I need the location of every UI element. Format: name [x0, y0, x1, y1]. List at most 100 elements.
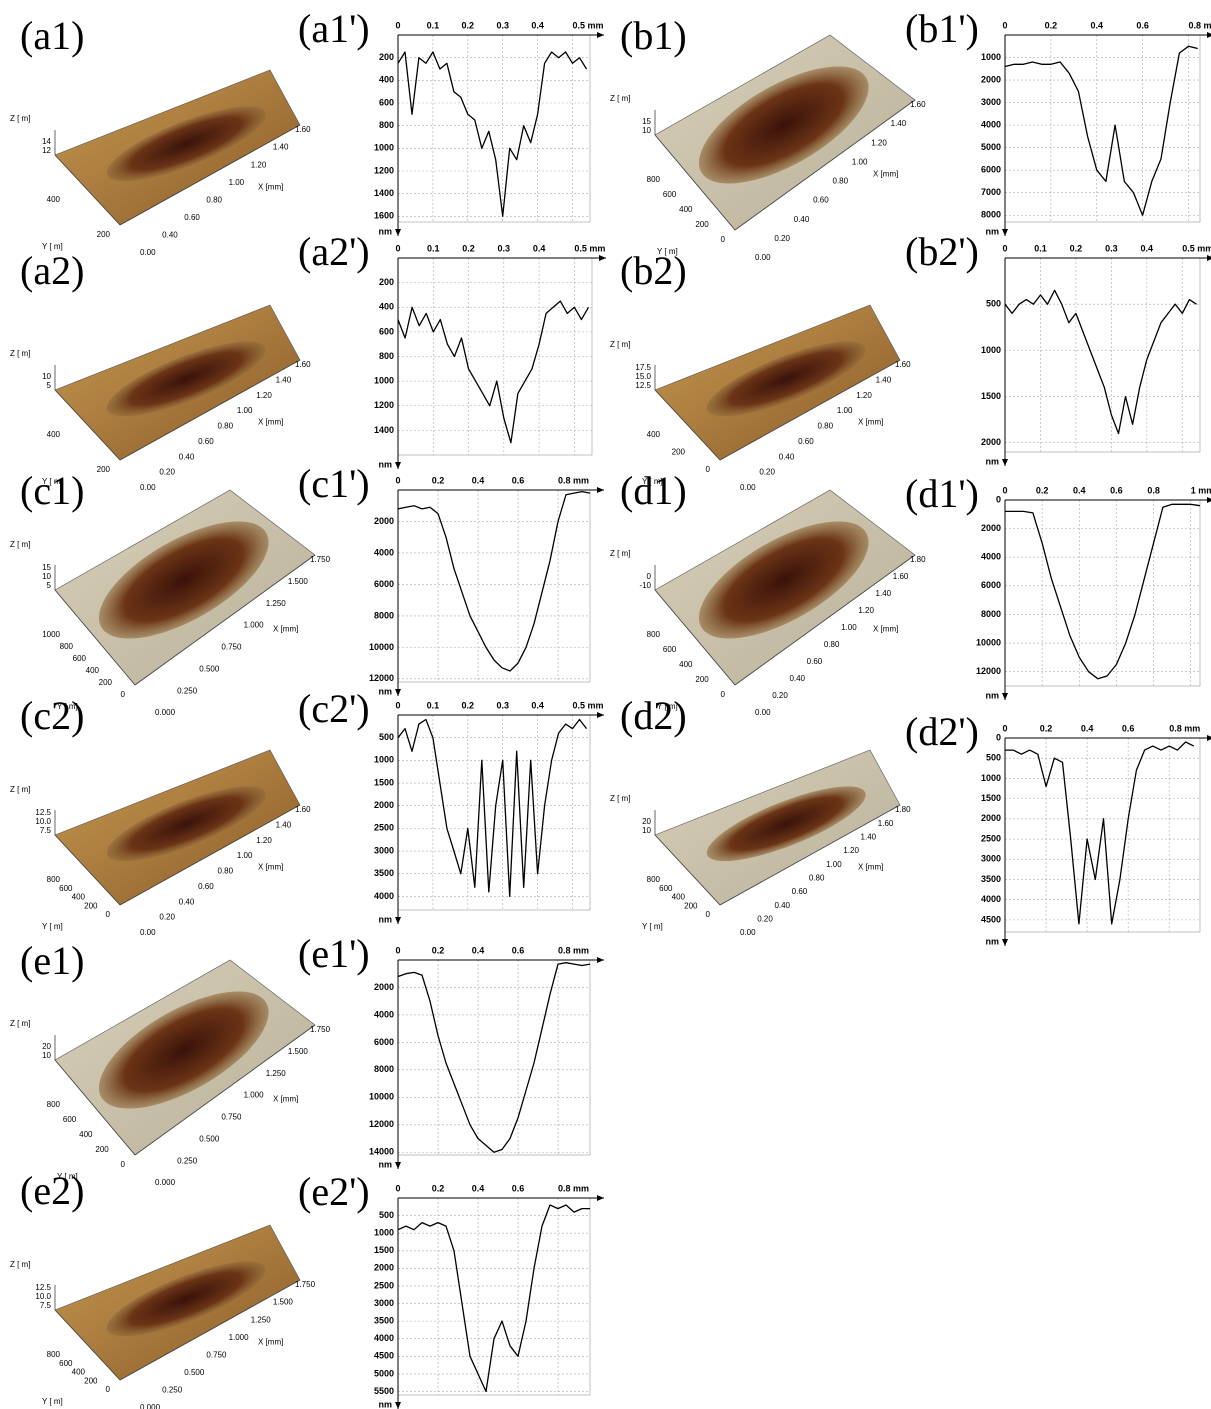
y-tick-label: 1000	[374, 755, 394, 765]
surface-x-tick: 1.40	[273, 143, 289, 152]
surface-x-tick: 0.80	[818, 422, 834, 431]
x-tick-label: 0	[395, 700, 400, 710]
surface-x-tick: 1.40	[276, 375, 292, 384]
y-tick-label: 2500	[374, 823, 394, 833]
x-tick-label: 1 mm	[1191, 485, 1211, 495]
panel-label: (b2')	[905, 229, 979, 274]
surface-z-tick: 7.5	[40, 1301, 52, 1310]
surface-x-tick: 0.60	[813, 196, 829, 205]
x-tick-label: 0	[395, 475, 400, 485]
x-tick-label: 0.2	[462, 20, 475, 30]
plot-frame	[1004, 499, 1201, 687]
surface-x-tick: 1.60	[295, 360, 311, 369]
surface-y-tick: 600	[73, 654, 87, 663]
panel-label: (c1')	[298, 461, 370, 506]
x-tick-label: 0.3	[496, 20, 509, 30]
y-tick-label: 7000	[981, 187, 1001, 197]
surface-x-tick: 1.20	[256, 836, 272, 845]
x-tick-label: 0.3	[498, 243, 511, 253]
y-tick-label: 200	[379, 277, 394, 287]
y-tick-label: 400	[379, 302, 394, 312]
y-tick-label: 6000	[374, 1037, 394, 1047]
x-tick-label: 0.2	[462, 243, 475, 253]
x-tick-label: 0.6	[1136, 20, 1149, 30]
surface-x-tick: 1.00	[237, 406, 253, 415]
x-axis-arrow	[1207, 255, 1211, 261]
surface-z-tick: 12.5	[35, 808, 51, 817]
y-unit-label: nm	[379, 914, 393, 924]
surface-x-label: X [mm]	[858, 862, 883, 871]
y-tick-label: 3000	[981, 854, 1001, 864]
y-tick-label: 6000	[981, 165, 1001, 175]
x-tick-label: 0.8 mm	[558, 945, 589, 955]
wear-scar	[98, 521, 269, 639]
y-tick-label: 8000	[981, 609, 1001, 619]
surface-y-tick: 200	[99, 678, 113, 687]
y-tick-label: 8000	[374, 610, 394, 620]
axis-edge	[54, 154, 121, 226]
y-tick-label: 4000	[981, 894, 1001, 904]
x-tick-label: 0.4	[472, 475, 485, 485]
surface-x-tick: 1.000	[229, 1333, 250, 1342]
x-tick-label: 0	[395, 1183, 400, 1193]
y-axis-arrow	[1002, 459, 1008, 466]
axis-edge	[654, 389, 721, 461]
surface-x-tick: 0.000	[155, 708, 176, 717]
y-tick-label: 4000	[981, 552, 1001, 562]
surface-x-label: X [mm]	[258, 862, 283, 871]
surface-x-tick: 0.60	[198, 882, 214, 891]
x-tick-label: 0.2	[432, 945, 445, 955]
x-tick-label: 0.2	[432, 1183, 445, 1193]
y-tick-label: 600	[379, 97, 394, 107]
x-tick-label: 0.6	[512, 945, 525, 955]
x-tick-label: 0.8 mm	[558, 475, 589, 485]
surface-y-tick: 600	[59, 884, 73, 893]
surface-x-tick: 1.00	[826, 860, 842, 869]
surface-y-tick: 400	[47, 430, 61, 439]
surface-x-tick: 0.750	[221, 643, 242, 652]
y-unit-label: nm	[379, 686, 393, 696]
y-axis-arrow	[1002, 229, 1008, 236]
x-tick-label: 0.8	[1147, 485, 1160, 495]
surface-x-tick: 0.500	[184, 1368, 205, 1377]
surface-x-label: X [mm]	[873, 624, 898, 633]
surface-z-tick: 5	[47, 581, 52, 590]
y-tick-label: 3000	[981, 97, 1001, 107]
y-axis-arrow	[395, 689, 401, 696]
surface-x-tick: 1.750	[310, 555, 331, 564]
surface-x-tick: 0.80	[833, 177, 849, 186]
plot-frame	[1004, 257, 1201, 453]
surface-z-tick: 5	[47, 381, 52, 390]
surface-x-tick: 0.750	[206, 1350, 227, 1359]
axis-edge	[654, 834, 721, 906]
x-axis-arrow	[597, 32, 604, 38]
surface-x-tick: 0.000	[140, 1403, 161, 1409]
y-unit-label: nm	[986, 936, 1000, 946]
profile-line	[1004, 45, 1198, 216]
y-tick-label: 2000	[374, 516, 394, 526]
surface-y-tick: 400	[47, 195, 61, 204]
x-tick-label: 0	[395, 20, 400, 30]
surface-x-tick: 1.60	[295, 805, 311, 814]
wear-scar	[698, 66, 869, 184]
surface-x-tick: 1.40	[876, 589, 892, 598]
surface-y-tick: 600	[63, 1115, 77, 1124]
y-tick-label: 2000	[981, 74, 1001, 84]
surface-x-tick: 0.60	[792, 887, 808, 896]
surface-x-tick: 0.60	[184, 213, 200, 222]
plot-frame	[397, 714, 591, 911]
x-tick-label: 0.4	[531, 700, 544, 710]
surface-y-label: Y [ m]	[42, 477, 63, 486]
profile-line	[397, 1204, 590, 1393]
y-tick-label: 12000	[369, 673, 394, 683]
surface-x-tick: 0.20	[772, 691, 788, 700]
surface-x-tick: 1.60	[295, 125, 311, 134]
y-axis-arrow	[395, 1402, 401, 1409]
surface-x-tick: 1.00	[837, 406, 853, 415]
surface-x-label: X [mm]	[873, 169, 898, 178]
surface-x-tick: 0.80	[809, 873, 825, 882]
surface-y-tick: 400	[679, 205, 693, 214]
y-tick-label: 800	[379, 120, 394, 130]
surface-x-tick: 1.250	[266, 599, 287, 608]
y-tick-label: 2000	[981, 523, 1001, 533]
